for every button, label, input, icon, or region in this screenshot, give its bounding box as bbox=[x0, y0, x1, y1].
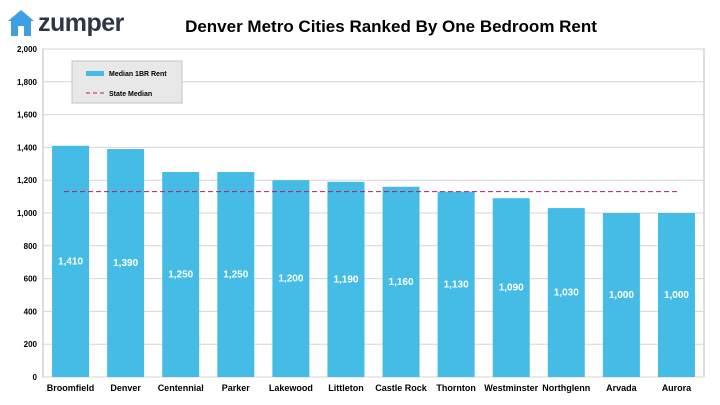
y-tick-label: 1,200 bbox=[17, 176, 38, 185]
x-tick-label: Westminster bbox=[484, 383, 538, 393]
bar bbox=[52, 145, 90, 377]
zumper-logo: zumper bbox=[6, 8, 124, 38]
legend-label: State Median bbox=[109, 91, 152, 98]
bar bbox=[547, 208, 585, 377]
bar bbox=[657, 213, 695, 377]
bar bbox=[327, 181, 365, 377]
legend-box bbox=[71, 60, 183, 104]
y-tick-label: 1,400 bbox=[17, 143, 38, 152]
y-tick-label: 2,000 bbox=[17, 45, 38, 54]
y-tick-label: 800 bbox=[24, 242, 38, 251]
data-label: 1,130 bbox=[444, 279, 469, 290]
x-tick-label: Littleton bbox=[328, 383, 364, 393]
legend: Median 1BR Rent State Median bbox=[71, 60, 183, 104]
data-label: 1,200 bbox=[278, 274, 303, 285]
x-tick-label: Denver bbox=[110, 383, 141, 393]
bar bbox=[437, 191, 475, 377]
x-tick-label: Arvada bbox=[606, 383, 638, 393]
y-tick-label: 1,800 bbox=[17, 78, 38, 87]
data-label: 1,410 bbox=[58, 256, 83, 267]
legend-swatch-bar bbox=[86, 71, 104, 76]
y-tick-label: 400 bbox=[24, 307, 38, 316]
x-tick-label: Parker bbox=[222, 383, 251, 393]
chart-title: Denver Metro Cities Ranked By One Bedroo… bbox=[185, 17, 597, 36]
bar bbox=[162, 172, 200, 377]
gridlines bbox=[42, 48, 705, 378]
y-tick-label: 1,000 bbox=[17, 209, 38, 218]
x-tick-label: Thornton bbox=[436, 383, 476, 393]
x-tick-label: Centennial bbox=[158, 383, 204, 393]
x-tick-label: Castle Rock bbox=[375, 383, 428, 393]
data-label: 1,160 bbox=[389, 277, 414, 288]
bars bbox=[52, 145, 695, 377]
bar bbox=[217, 172, 255, 377]
data-label: 1,250 bbox=[223, 270, 248, 281]
y-tick-label: 0 bbox=[33, 373, 38, 382]
data-label: 1,030 bbox=[554, 288, 579, 299]
bar bbox=[272, 180, 310, 377]
x-tick-label: Aurora bbox=[662, 383, 692, 393]
y-tick-label: 600 bbox=[24, 275, 38, 284]
bar bbox=[107, 149, 145, 377]
bar bbox=[492, 198, 530, 377]
data-label: 1,000 bbox=[609, 290, 634, 301]
y-tick-label: 1,600 bbox=[17, 111, 38, 120]
y-tick-label: 200 bbox=[24, 340, 38, 349]
x-tick-label: Northglenn bbox=[542, 383, 590, 393]
labels: 0 200 400 600 800 1,000 1,200 1,400 1,600 1,800 2,… bbox=[17, 45, 692, 393]
data-label: 1,090 bbox=[499, 283, 524, 294]
bar bbox=[382, 186, 420, 377]
data-label: 1,250 bbox=[168, 270, 193, 281]
bar bbox=[602, 213, 640, 377]
x-tick-label: Lakewood bbox=[269, 383, 313, 393]
house-icon bbox=[8, 10, 34, 36]
data-label: 1,000 bbox=[664, 290, 689, 301]
data-label: 1,390 bbox=[113, 258, 138, 269]
legend-label: Median 1BR Rent bbox=[109, 71, 167, 78]
x-tick-label: Broomfield bbox=[47, 383, 95, 393]
logo-text: zumper bbox=[38, 8, 124, 37]
data-label: 1,190 bbox=[333, 274, 358, 285]
